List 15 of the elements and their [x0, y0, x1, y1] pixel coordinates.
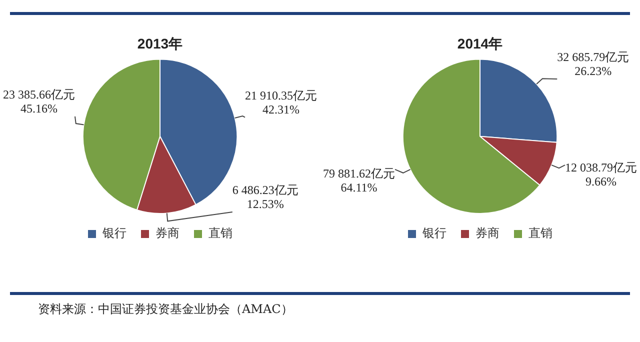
legend-label: 银行 [102, 226, 126, 240]
data-label: 23 385.66亿元 45.16% [3, 88, 75, 116]
legend-label: 直销 [528, 226, 552, 240]
legend-label: 银行 [422, 226, 446, 240]
data-label: 32 685.79亿元 26.23% [557, 50, 630, 78]
legend-label: 直销 [208, 226, 232, 240]
data-label: 79 881.62亿元 64.11% [323, 166, 395, 195]
data-label: 21 910.35亿元 42.31% [245, 88, 317, 116]
legend-label: 券商 [156, 226, 180, 240]
data-label: 12 038.79亿元 9.66% [565, 160, 637, 189]
data-label: 6 486.23亿元 12.53% [232, 183, 298, 212]
legend-label: 券商 [476, 226, 500, 240]
text: 资料来源：中国证券投资基金业协会（AMAC） [38, 302, 293, 316]
chart-title: 2014年 [457, 35, 503, 52]
chart-title: 2013年 [137, 35, 183, 52]
